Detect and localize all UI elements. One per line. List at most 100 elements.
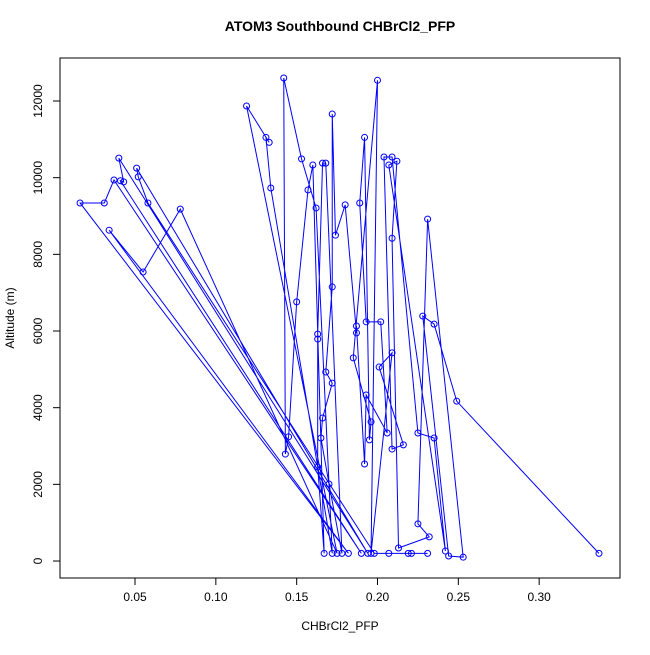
point — [414, 520, 422, 528]
point — [110, 176, 118, 184]
point — [312, 204, 320, 212]
point — [375, 363, 383, 371]
point — [309, 161, 317, 169]
point — [380, 153, 388, 161]
y-tick-label: 2000 — [31, 471, 45, 498]
point — [352, 329, 360, 337]
point — [361, 133, 369, 141]
y-tick-label: 10000 — [31, 161, 45, 195]
point — [595, 549, 603, 557]
point — [419, 312, 427, 320]
point — [344, 549, 352, 557]
point — [115, 154, 123, 162]
point — [319, 159, 327, 167]
point — [388, 349, 396, 357]
point — [76, 199, 84, 207]
point — [298, 155, 306, 163]
point — [320, 549, 328, 557]
point — [393, 157, 401, 165]
point — [399, 441, 407, 449]
point — [333, 549, 341, 557]
point — [425, 533, 433, 541]
x-tick-label: 0.30 — [527, 590, 551, 604]
point — [325, 480, 333, 488]
point — [322, 368, 330, 376]
point — [352, 322, 360, 330]
point — [404, 549, 412, 557]
point — [385, 549, 393, 557]
y-axis-label: Altitude (m) — [3, 287, 17, 348]
point — [281, 450, 289, 458]
point — [377, 318, 385, 326]
point — [328, 549, 336, 557]
point — [139, 268, 147, 276]
point — [370, 549, 378, 557]
point — [314, 463, 322, 471]
point — [341, 201, 349, 209]
point — [322, 159, 330, 167]
point — [176, 205, 184, 213]
point — [395, 544, 403, 552]
point — [365, 436, 373, 444]
point — [374, 76, 382, 84]
point — [120, 178, 128, 186]
point — [424, 215, 432, 223]
point — [328, 110, 336, 118]
point — [361, 460, 369, 468]
point — [105, 226, 113, 234]
point — [304, 186, 312, 194]
point — [362, 318, 370, 326]
x-tick-label: 0.10 — [204, 590, 228, 604]
point — [453, 397, 461, 405]
point — [388, 153, 396, 161]
point — [459, 553, 467, 561]
point — [328, 379, 336, 387]
x-tick-label: 0.15 — [285, 590, 309, 604]
y-tick-label: 8000 — [31, 241, 45, 268]
y-tick-label: 6000 — [31, 317, 45, 344]
point — [356, 199, 364, 207]
point — [100, 199, 108, 207]
point — [262, 133, 270, 141]
point — [144, 199, 152, 207]
point — [319, 414, 327, 422]
point — [367, 418, 375, 426]
point — [265, 138, 273, 146]
point — [331, 231, 339, 239]
point — [280, 74, 288, 82]
chart-title: ATOM3 Southbound CHBrCl2_PFP — [225, 18, 455, 34]
x-axis-label: CHBrCl2_PFP — [301, 619, 378, 633]
point — [383, 429, 391, 437]
point — [367, 549, 375, 557]
point — [430, 320, 438, 328]
point — [267, 184, 275, 192]
point — [285, 433, 293, 441]
point — [414, 429, 422, 437]
point — [293, 298, 301, 306]
plot-frame — [59, 57, 621, 579]
point — [362, 391, 370, 399]
x-tick-label: 0.20 — [366, 590, 390, 604]
point — [407, 549, 415, 557]
point — [116, 177, 124, 185]
point — [314, 330, 322, 338]
x-tick-label: 0.25 — [447, 590, 471, 604]
point — [243, 102, 251, 110]
point — [445, 552, 453, 560]
y-tick-label: 4000 — [31, 394, 45, 421]
point — [317, 434, 325, 442]
y-tick-label: 12000 — [31, 84, 45, 118]
point — [314, 335, 322, 343]
point — [430, 434, 438, 442]
point — [424, 549, 432, 557]
point — [388, 234, 396, 242]
x-tick-label: 0.05 — [123, 590, 147, 604]
point — [349, 354, 357, 362]
point — [133, 164, 141, 172]
point — [328, 283, 336, 291]
point — [385, 161, 393, 169]
point — [388, 445, 396, 453]
point — [441, 547, 449, 555]
